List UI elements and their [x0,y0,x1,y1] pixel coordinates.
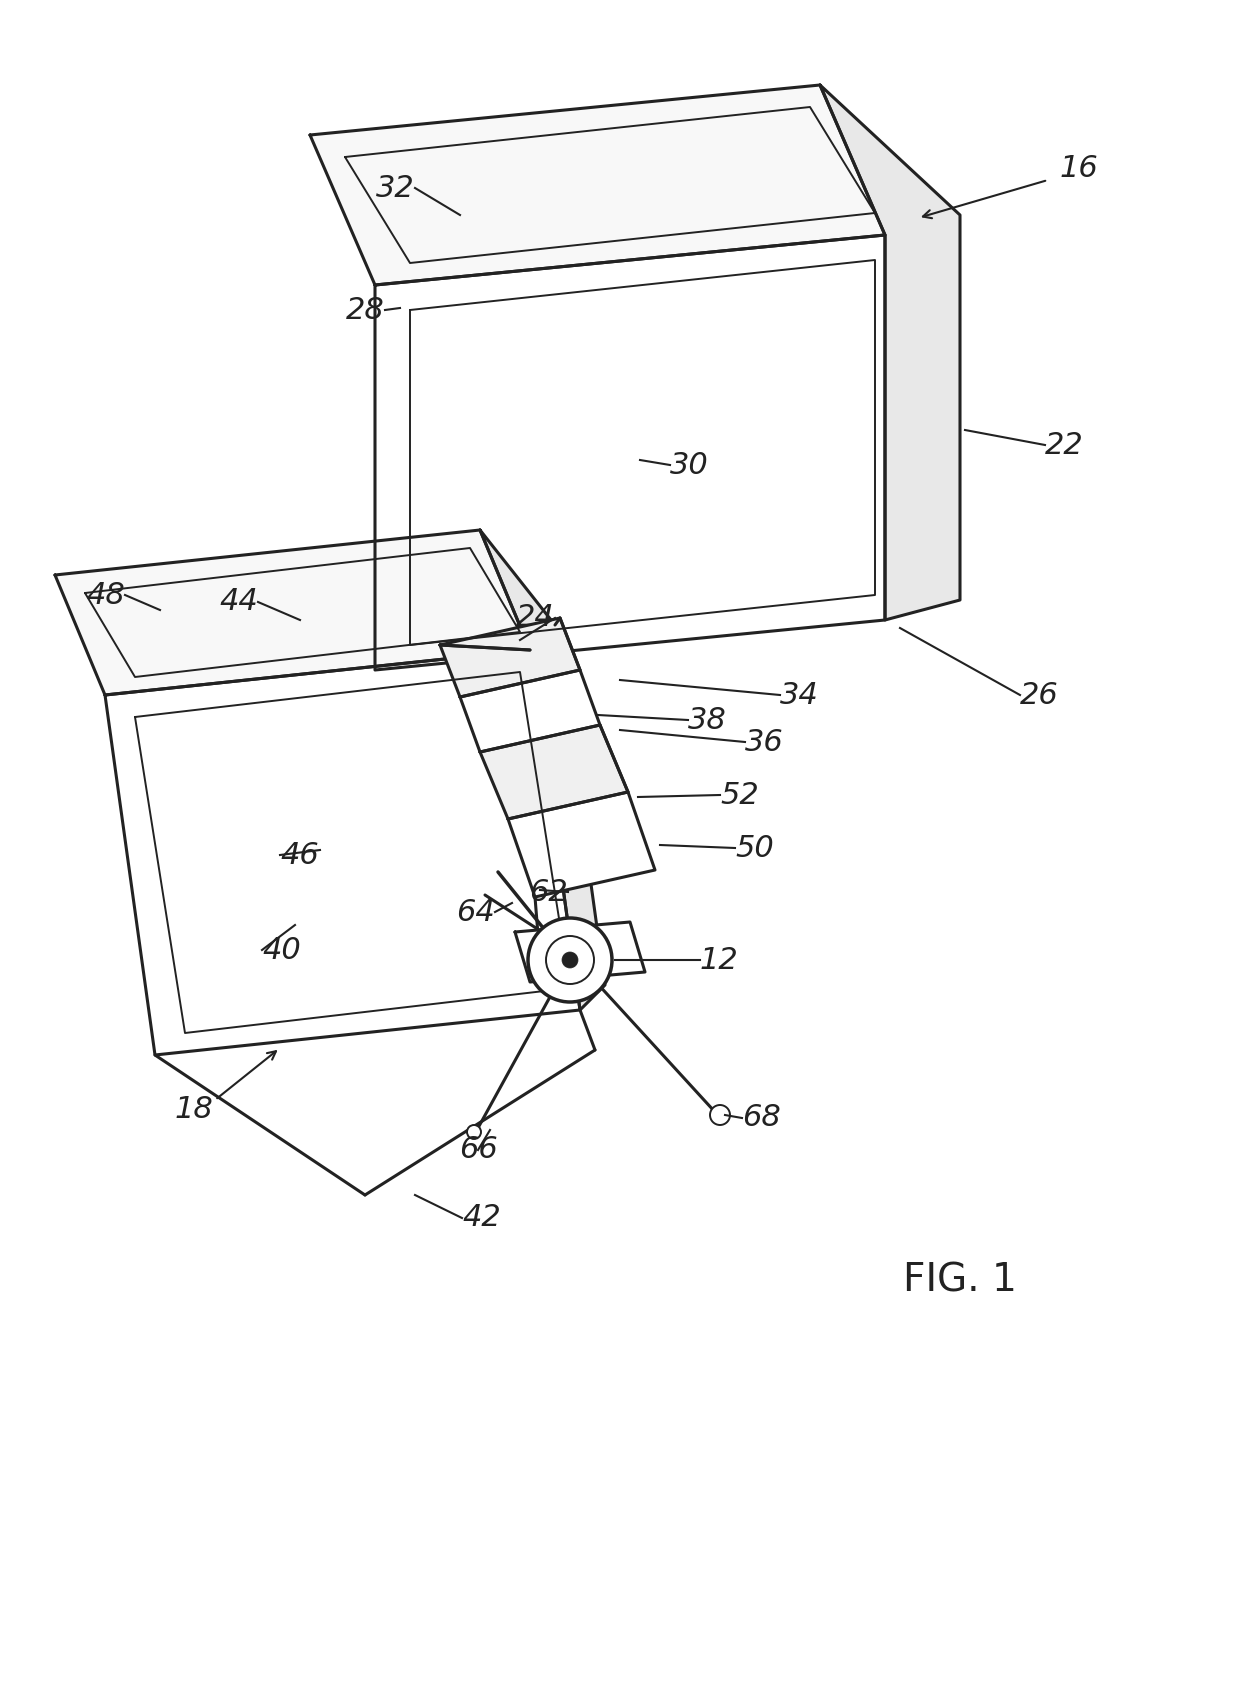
Text: 52: 52 [720,780,759,809]
Polygon shape [105,650,580,1056]
Text: 40: 40 [262,936,301,964]
Polygon shape [515,922,645,981]
Text: 44: 44 [219,588,258,616]
Polygon shape [440,618,580,698]
Text: 36: 36 [745,728,784,757]
Polygon shape [310,84,885,285]
Polygon shape [820,84,960,620]
Circle shape [528,919,613,1002]
Text: 66: 66 [459,1135,497,1164]
Text: 24: 24 [516,603,556,632]
Circle shape [711,1105,730,1125]
Text: 64: 64 [456,897,495,927]
Text: 50: 50 [735,833,774,863]
Polygon shape [480,530,605,1010]
Polygon shape [460,671,600,752]
Text: 18: 18 [175,1096,213,1125]
Text: 42: 42 [463,1204,501,1233]
Circle shape [562,953,578,968]
Text: 16: 16 [1060,154,1099,182]
Text: 12: 12 [701,946,739,975]
Polygon shape [55,530,529,694]
Text: 46: 46 [280,841,319,870]
Text: 68: 68 [742,1103,781,1133]
Text: 62: 62 [529,878,568,907]
Polygon shape [508,792,655,897]
Text: 28: 28 [346,296,384,324]
Polygon shape [374,235,885,671]
Polygon shape [480,725,627,819]
Text: FIG. 1: FIG. 1 [903,1262,1017,1299]
Text: 32: 32 [376,174,415,203]
Text: 48: 48 [87,581,125,610]
Text: 30: 30 [670,451,709,480]
Text: 26: 26 [1021,681,1059,709]
Text: 34: 34 [780,681,818,709]
Circle shape [467,1125,481,1138]
Text: 22: 22 [1045,431,1084,459]
Text: 38: 38 [688,706,727,735]
